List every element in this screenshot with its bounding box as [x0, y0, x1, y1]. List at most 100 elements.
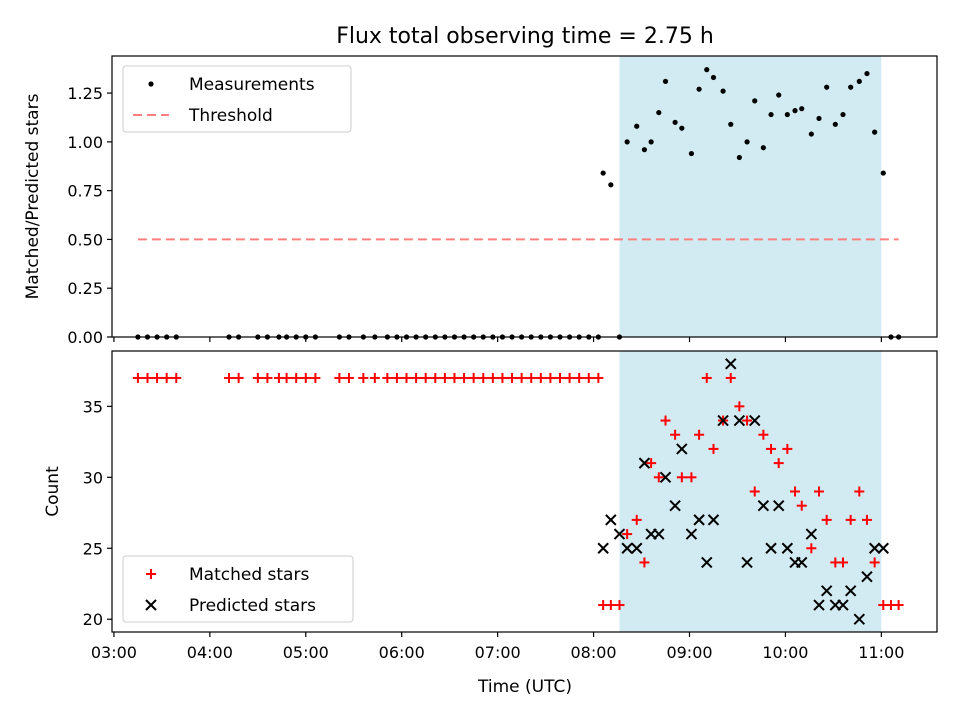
predicted-star-point [621, 542, 633, 554]
series-predicted-stars [597, 358, 889, 625]
measurement-point [880, 170, 886, 176]
matched-star-point [343, 372, 354, 383]
matched-star-point [837, 557, 848, 568]
predicted-star-point [597, 542, 609, 554]
matched-star-point [773, 458, 784, 469]
matched-star-point [554, 372, 565, 383]
matched-star-point [526, 372, 537, 383]
measurement-point [752, 98, 758, 104]
measurement-point [600, 170, 606, 176]
matched-star-point [694, 429, 705, 440]
measurement-point [672, 119, 678, 125]
legend-label: Measurements [189, 75, 315, 95]
x-tick-label: 08:00 [571, 643, 617, 662]
predicted-star-point [765, 542, 777, 554]
predicted-star-point [676, 443, 688, 455]
measurement-point [720, 88, 726, 94]
predicted-star-point [805, 528, 818, 540]
matched-star-point [382, 372, 393, 383]
matched-star-point [686, 472, 697, 483]
measurement-point [704, 67, 710, 73]
matched-star-point [806, 543, 817, 554]
matched-star-point [310, 372, 321, 383]
measurement-point [679, 125, 685, 131]
legend-label: Predicted stars [189, 596, 316, 616]
measurement-point [824, 84, 830, 90]
predicted-star-point [773, 499, 785, 512]
matched-star-point [420, 372, 431, 383]
ratio-panel-y-axis-label: Matched/Predicted stars [23, 93, 43, 299]
measurement-point [662, 78, 669, 84]
plot-frame [111, 350, 938, 633]
y-tick-label: 20 [83, 610, 103, 629]
plot-frame [111, 55, 938, 338]
matched-star-point [430, 372, 441, 383]
x-tick-label: 11:00 [858, 643, 904, 662]
matched-star-point [854, 486, 865, 497]
matched-star-point [300, 372, 311, 383]
measurement-point [848, 84, 854, 90]
measurement-point [728, 121, 734, 127]
measurement-point [608, 182, 614, 188]
matched-star-point [814, 486, 825, 497]
predicted-star-point [781, 542, 794, 554]
legend-box [122, 65, 352, 133]
matched-star-point [742, 415, 753, 426]
matched-star-point [369, 372, 380, 383]
x-axis-label: Time (UTC) [477, 677, 572, 697]
matched-star-point [358, 372, 369, 383]
y-tick-label: 1.25 [67, 84, 103, 103]
legend: Matched stars Predicted stars [122, 555, 354, 623]
matched-star-point [252, 372, 263, 383]
predicted-star-point [844, 585, 857, 597]
legend-item: Matched stars [146, 565, 309, 585]
predicted-star-point [685, 528, 698, 540]
matched-star-point [478, 372, 489, 383]
predicted-star-point [653, 528, 665, 540]
legend-label: Matched stars [189, 565, 309, 585]
legend-marker-swatch [145, 599, 157, 611]
measurement-point [832, 121, 838, 127]
x-tick-label: 03:00 [91, 643, 137, 662]
predicted-star-point [605, 514, 617, 526]
matched-star-point [670, 429, 681, 440]
measurement-point [710, 74, 717, 81]
predicted-star-point [733, 414, 746, 427]
matched-star-point [132, 372, 143, 383]
matched-star-point [749, 486, 760, 497]
y-tick-label: 0.50 [67, 230, 103, 249]
predicted-star-point [868, 542, 881, 554]
ratio-panel: Matched/Predicted stars 0.00 0.25 0.50 0.75… [23, 55, 938, 347]
predicted-star-point [820, 585, 833, 597]
matched-star-point [142, 372, 153, 383]
matched-star-point [411, 372, 422, 383]
matched-star-point [583, 372, 594, 383]
measurement-point [736, 154, 742, 161]
measurement-point [872, 129, 878, 135]
predicted-star-point [659, 471, 672, 484]
predicted-star-point [749, 414, 761, 427]
matched-star-point [593, 372, 604, 383]
matched-star-point [821, 514, 832, 525]
measurement-point [856, 78, 862, 84]
legend-box [122, 555, 354, 623]
matched-star-point [439, 372, 450, 383]
legend-item: Predicted stars [145, 596, 316, 616]
matched-star-point [701, 372, 712, 383]
matched-star-point [334, 372, 345, 383]
measurement-point [656, 109, 662, 116]
count-panel-y-axis-label: Count [43, 466, 63, 517]
predicted-star-point [853, 613, 866, 625]
x-tick-label: 07:00 [475, 643, 521, 662]
predicted-star-point [707, 514, 720, 526]
matched-star-point [790, 486, 801, 497]
legend-item: Threshold [133, 106, 273, 126]
matched-star-point [708, 443, 719, 454]
matched-star-point [622, 529, 633, 540]
measurement-point [784, 111, 790, 118]
predicted-star-point [757, 499, 770, 512]
predicted-star-point [796, 556, 808, 569]
legend-marker-swatch [146, 569, 156, 579]
measurement-point [744, 139, 750, 145]
